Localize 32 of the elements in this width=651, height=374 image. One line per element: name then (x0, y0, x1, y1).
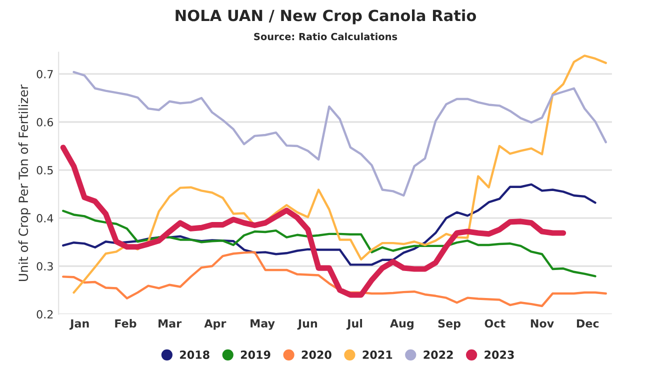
legend-label: 2023 (484, 350, 514, 359)
y-tick-label: 0.4 (36, 214, 54, 222)
x-tick-label: Oct (484, 319, 506, 328)
y-axis-title: Unit of Crop Per Ton of Fertilizer (18, 84, 31, 281)
legend-label: 2022 (424, 350, 453, 359)
x-tick-label: Feb (115, 319, 136, 328)
x-tick-label: Apr (204, 319, 226, 330)
line-series (62, 210, 596, 278)
x-tick-label: Jun (297, 319, 318, 330)
x-tick-label: Dec (576, 319, 599, 328)
line-series (72, 54, 607, 294)
legend-label: 2020 (302, 350, 332, 359)
y-tick-label: 0.3 (36, 262, 53, 271)
x-tick-label: Nov (530, 319, 554, 328)
x-tick-label: Jan (69, 319, 89, 330)
chart-subtitle: Source: Ratio Calculations (254, 32, 398, 40)
x-tick-label: Mar (158, 319, 182, 328)
x-tick-label: May (250, 319, 275, 330)
line-series (72, 70, 607, 197)
y-tick-label: 0.2 (36, 310, 53, 319)
x-tick-label: Jul (346, 319, 362, 330)
legend-label: 2018 (180, 350, 210, 359)
x-tick-label: Sep (438, 319, 461, 330)
line-series (62, 183, 596, 266)
y-tick-label: 0.5 (36, 166, 53, 174)
x-tick-label: Aug (390, 319, 414, 330)
chart-title: NOLA UAN / New Crop Canola Ratio (176, 9, 476, 24)
line-series (62, 251, 607, 308)
y-tick-label: 0.7 (36, 70, 53, 78)
legend-label: 2019 (240, 350, 270, 359)
y-tick-label: 0.6 (36, 118, 54, 126)
legend-label: 2021 (362, 350, 392, 359)
